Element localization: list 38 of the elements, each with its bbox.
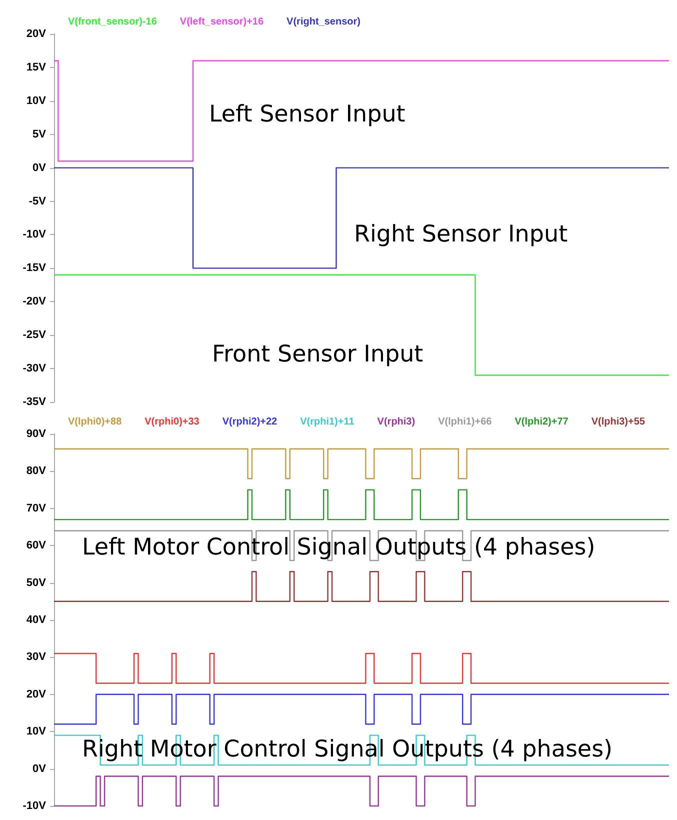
y-tick-label: -10V: [22, 228, 47, 241]
text: V(lphi1)+66: [438, 416, 492, 428]
y-tick-label: 10V: [26, 94, 47, 107]
text: V(lphi3)+55: [591, 416, 646, 428]
y-tick-label: 20V: [26, 28, 47, 40]
y-tick-label: 0V: [32, 162, 47, 174]
y-tick-label: -35V: [22, 396, 47, 408]
text: V(front_sensor)-16: [68, 16, 158, 28]
y-tick-label: -15V: [22, 262, 47, 274]
y-tick-label: -30V: [22, 362, 47, 375]
y-tick-label: 90V: [26, 428, 47, 440]
text: V(rphi3): [377, 416, 416, 428]
text: V(rphi1)+11: [300, 416, 355, 428]
y-tick-label: 10V: [26, 726, 47, 738]
y-tick-label: -25V: [22, 329, 47, 342]
text: V(lphi0)+88: [68, 416, 122, 428]
annotation: Left Motor Control Signal Outputs (4 phases): [82, 534, 596, 560]
text: V(right_sensor): [286, 16, 360, 28]
y-tick-label: -20V: [22, 296, 47, 308]
text: V(rphi2)+22: [222, 416, 278, 428]
y-tick-label: 0V: [32, 762, 47, 775]
y-tick-label: 70V: [26, 502, 47, 514]
y-tick-label: 40V: [26, 614, 47, 626]
y-tick-label: -5V: [28, 195, 47, 208]
y-tick-label: 50V: [26, 576, 47, 589]
y-tick-label: 20V: [26, 688, 47, 700]
text: V(lphi2)+77: [514, 416, 569, 428]
y-tick-label: 5V: [32, 128, 47, 140]
text: V(rphi0)+33: [144, 416, 200, 428]
y-tick-label: 80V: [26, 465, 47, 478]
annotation: Front Sensor Input: [212, 342, 424, 368]
text: V(left_sensor)+16: [180, 16, 264, 28]
y-tick-label: 60V: [26, 540, 47, 552]
y-tick-label: 15V: [26, 61, 47, 74]
annotation: Left Sensor Input: [209, 102, 406, 128]
y-tick-label: -10V: [22, 800, 47, 812]
y-tick-label: 30V: [26, 651, 47, 664]
annotation: Right Sensor Input: [354, 222, 568, 248]
